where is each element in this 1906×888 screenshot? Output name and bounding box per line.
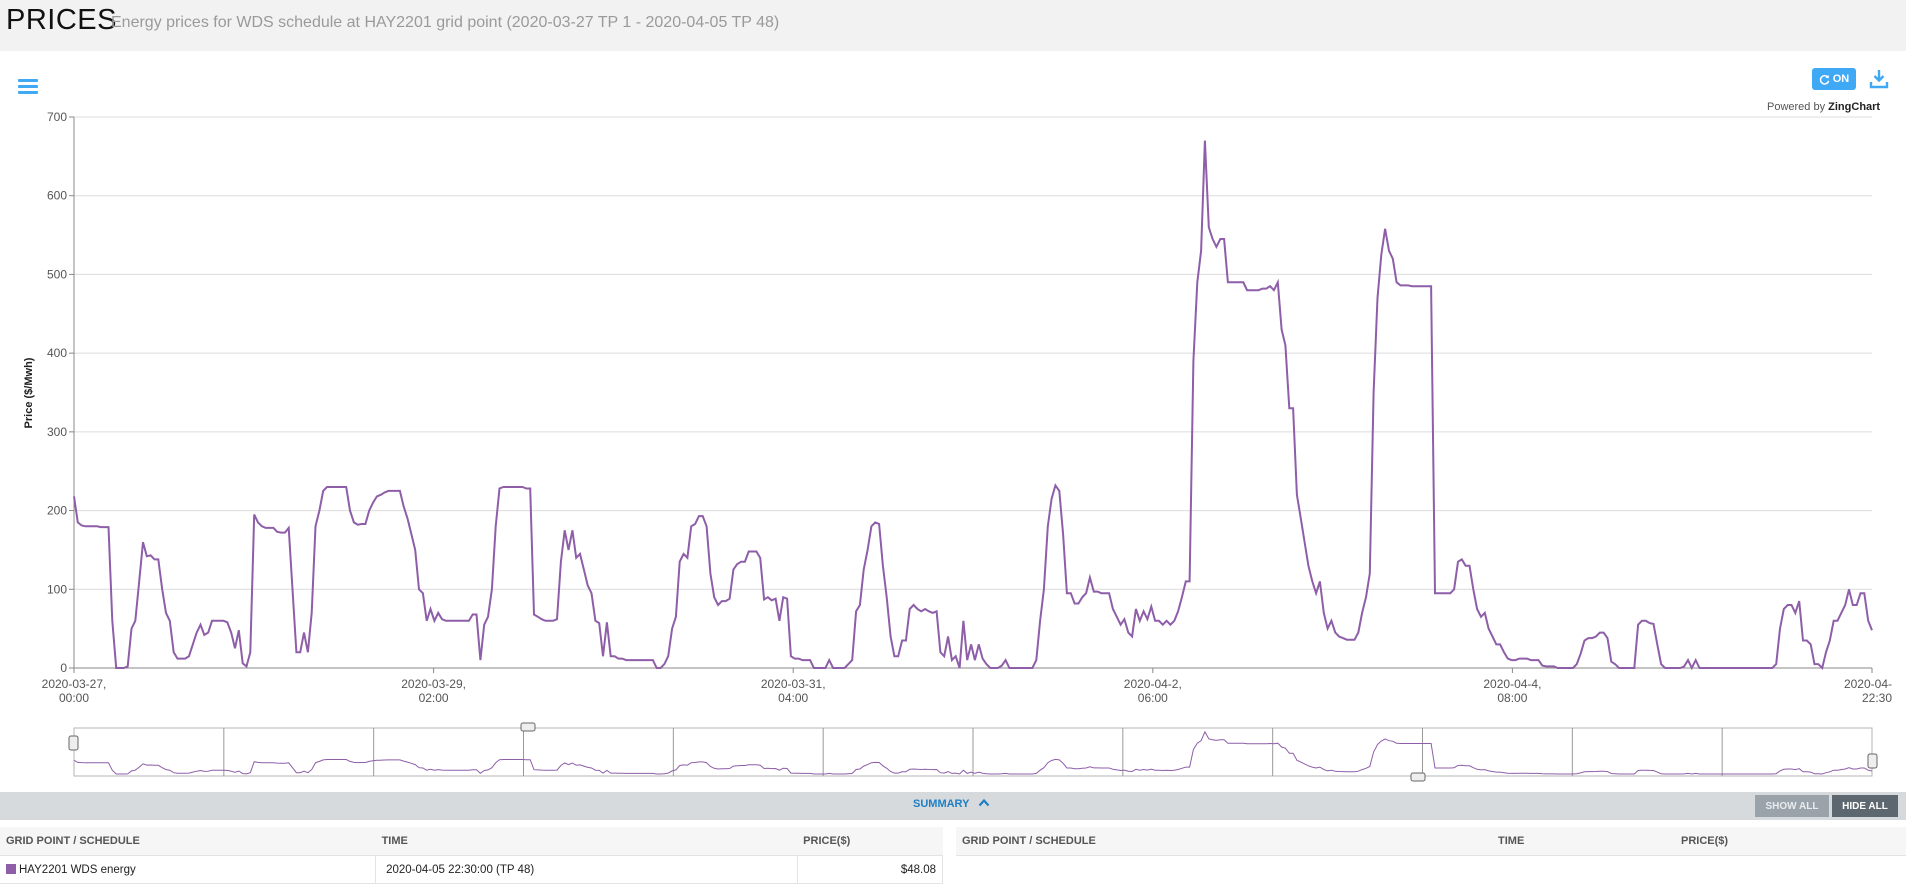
series-color-swatch xyxy=(6,863,16,874)
summary-toggle-label: SUMMARY xyxy=(913,798,970,810)
auto-refresh-toggle[interactable]: ON xyxy=(1812,68,1856,90)
x-tick-label: 04:00 xyxy=(778,691,808,705)
price-cell: $48.08 xyxy=(797,855,944,884)
page-title: PRICES xyxy=(6,4,117,36)
preview-gridlines xyxy=(223,728,1723,776)
powered-by[interactable]: Powered by ZingChart xyxy=(1767,101,1880,113)
x-tick-label: 06:00 xyxy=(1138,691,1168,705)
preview-series-line xyxy=(73,730,1873,775)
x-axis: 2020-03-27,00:00 2020-03-29,02:00 2020-03-… xyxy=(42,668,1892,705)
download-icon[interactable] xyxy=(1868,68,1890,90)
y-tick-label: 200 xyxy=(47,504,67,518)
refresh-icon xyxy=(1819,74,1830,85)
column-header-grid-point[interactable]: GRID POINT / SCHEDULE xyxy=(956,827,1492,856)
chart-gridlines xyxy=(74,116,1872,669)
x-tick-label: 08:00 xyxy=(1497,691,1527,705)
hide-all-button[interactable]: HIDE ALL xyxy=(1832,795,1898,817)
summary-tables: GRID POINT / SCHEDULE TIME PRICE($) HAY2… xyxy=(0,820,1906,888)
powered-by-prefix: Powered by xyxy=(1767,101,1826,113)
preview-handle-right[interactable] xyxy=(1867,753,1878,769)
grid-point-name: HAY2201 WDS energy xyxy=(19,863,136,876)
column-header-time[interactable]: TIME xyxy=(375,827,798,856)
y-tick-label: 600 xyxy=(47,189,67,203)
preview-scrubber[interactable] xyxy=(68,722,1878,782)
x-tick-label: 2020-04-4, xyxy=(1483,677,1541,691)
auto-refresh-label: ON xyxy=(1832,73,1850,85)
powered-by-brand: ZingChart xyxy=(1828,101,1881,113)
summary-table-right: GRID POINT / SCHEDULE TIME PRICE($) xyxy=(956,827,1906,856)
preview-handle-left[interactable] xyxy=(68,735,79,751)
show-all-button[interactable]: SHOW ALL xyxy=(1755,795,1829,817)
x-tick-label: 2020-03-29, xyxy=(401,677,466,691)
x-tick-label: 2020-04-2, xyxy=(1124,677,1182,691)
preview-handle-top[interactable] xyxy=(520,722,536,732)
y-tick-label: 0 xyxy=(60,661,67,675)
x-tick-label: 2020-04- xyxy=(1844,677,1892,691)
column-header-price[interactable]: PRICE($) xyxy=(1675,827,1906,856)
summary-table-left: GRID POINT / SCHEDULE TIME PRICE($) HAY2… xyxy=(0,827,944,884)
x-tick-label: 2020-03-31, xyxy=(761,677,826,691)
series-line-hay2201-wds-energy[interactable] xyxy=(73,140,1873,671)
time-cell: 2020-04-05 22:30:00 (TP 48) xyxy=(375,855,798,884)
x-tick-label: 00:00 xyxy=(59,691,89,705)
y-tick-label: 500 xyxy=(47,267,67,281)
summary-toggle[interactable]: SUMMARY xyxy=(913,798,990,810)
y-tick-label: 300 xyxy=(47,425,67,439)
grid-point-cell: HAY2201 WDS energy xyxy=(0,855,377,884)
column-header-grid-point[interactable]: GRID POINT / SCHEDULE xyxy=(0,827,376,856)
table-row[interactable]: HAY2201 WDS energy 2020-04-05 22:30:00 (… xyxy=(0,855,944,884)
summary-bar: SUMMARY SHOW ALL HIDE ALL xyxy=(0,792,1906,820)
column-header-time[interactable]: TIME xyxy=(1492,827,1675,856)
page-subtitle: Energy prices for WDS schedule at HAY220… xyxy=(111,14,780,31)
y-tick-label: 100 xyxy=(47,582,67,596)
y-axis-label: Price ($/Mwh) xyxy=(23,357,35,428)
preview-handle-bottom[interactable] xyxy=(1410,772,1426,782)
x-tick-label: 02:00 xyxy=(419,691,449,705)
y-tick-label: 400 xyxy=(47,346,67,360)
chart-container: ON Powered by ZingChart 0 100 200 300 400 500… xyxy=(0,51,1906,792)
chevron-up-icon xyxy=(978,798,990,807)
column-header-price[interactable]: PRICE($) xyxy=(797,827,943,856)
x-tick-label: 2020-03-27, xyxy=(42,677,107,691)
page-header: PRICES Energy prices for WDS schedule at… xyxy=(0,0,1906,51)
x-tick-label: 22:30 xyxy=(1862,691,1892,705)
y-tick-label: 700 xyxy=(47,110,67,124)
hamburger-menu-icon[interactable] xyxy=(18,79,38,95)
y-axis: 0 100 200 300 400 500 600 700 xyxy=(47,110,75,675)
